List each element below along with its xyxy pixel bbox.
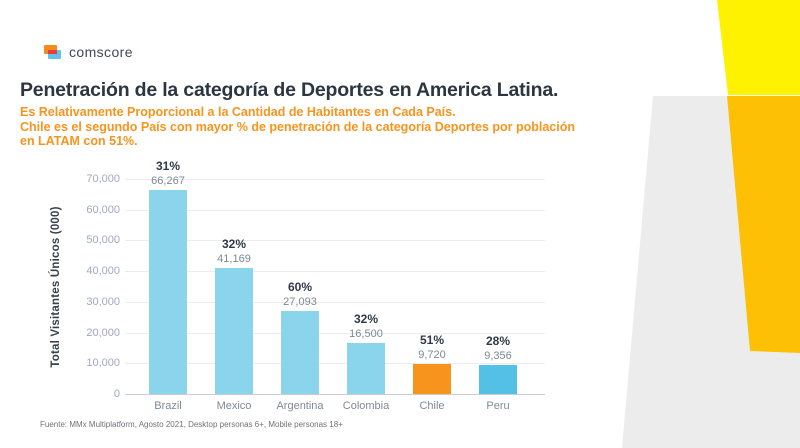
logo-blue-rect — [48, 50, 61, 59]
bar-labels-chile: 51% 9,720 — [418, 333, 446, 361]
bar-labels-mexico: 32% 41,169 — [217, 237, 251, 265]
bar-labels-argentina: 60% 27,093 — [283, 280, 317, 308]
bar-labels-brazil: 31% 66,267 — [151, 159, 185, 187]
y-tick-label: 40,000 — [86, 265, 120, 278]
pct-label-brazil: 31% — [155, 159, 181, 174]
comscore-logo-icon — [44, 45, 62, 59]
gridline-70000 — [125, 179, 545, 180]
y-tick-label: 20,000 — [86, 326, 120, 339]
gridline-30000 — [125, 301, 545, 303]
logo-orange-rect — [44, 45, 57, 54]
y-tick-label: 60,000 — [86, 203, 120, 216]
page-subtitle: Es Relativamente Proporcional a la Canti… — [20, 105, 575, 149]
gridline-40000 — [125, 271, 545, 273]
pct-label-chile: 51% — [419, 333, 445, 348]
value-label-peru: 9,356 — [484, 350, 512, 363]
pct-label-colombia: 32% — [353, 312, 379, 327]
logo-red-overlap — [48, 50, 57, 54]
x-tick-label-argentina: Argentina — [276, 400, 324, 412]
gridline-10000 — [125, 363, 545, 365]
comscore-logo: comscore — [44, 44, 133, 60]
pct-label-mexico: 32% — [221, 236, 247, 251]
chart-plot: 31% 66,267 32% 41,169 60% 27,093 32% 16,500 51% 9… — [125, 159, 545, 395]
bar-brazil — [149, 190, 187, 394]
x-tick-label-peru: Peru — [486, 400, 510, 412]
value-label-brazil: 66,267 — [151, 175, 185, 188]
gridline-50000 — [125, 240, 545, 242]
x-tick-label-mexico: Mexico — [216, 400, 252, 412]
value-label-chile: 9,720 — [418, 349, 446, 362]
y-tick-label: 10,000 — [86, 357, 120, 370]
bar-colombia — [347, 343, 385, 394]
bar-labels-peru: 28% 9,356 — [484, 334, 512, 362]
x-tick-label-chile: Chile — [419, 400, 445, 412]
bar-peru — [479, 365, 517, 394]
value-label-mexico: 41,169 — [217, 252, 251, 265]
y-axis-title: Total Visitantes Únicos (000) — [50, 206, 62, 368]
x-tick-label-colombia: Colombia — [342, 400, 390, 412]
value-label-colombia: 16,500 — [349, 328, 383, 341]
bar-mexico — [215, 267, 253, 394]
comscore-logo-text: comscore — [69, 44, 133, 60]
pct-label-peru: 28% — [485, 334, 511, 349]
x-tick-label-brazil: Brazil — [154, 400, 182, 412]
subtitle-line-1: Es Relativamente Proporcional a la Canti… — [20, 105, 456, 119]
value-label-argentina: 27,093 — [283, 295, 317, 308]
y-tick-label: 70,000 — [86, 173, 120, 185]
gridline-20000 — [125, 332, 545, 334]
bar-argentina — [281, 310, 319, 394]
subtitle-line-2: Chile es el segundo País con mayor % de … — [20, 119, 576, 134]
y-tick-label: 0 — [113, 388, 120, 400]
page-title: Penetración de la categoría de Deportes … — [20, 79, 559, 101]
y-tick-label: 50,000 — [86, 234, 120, 247]
bar-labels-colombia: 32% 16,500 — [349, 312, 383, 340]
y-tick-label: 30,000 — [86, 295, 120, 308]
bar-chile — [413, 364, 451, 394]
gridline-60000 — [125, 209, 545, 211]
subtitle-line-3: en LATAM con 51%. — [20, 134, 138, 148]
pct-label-argentina: 60% — [287, 279, 313, 294]
source-note: Fuente: MMx Multiplatform, Agosto 2021, … — [40, 420, 343, 429]
